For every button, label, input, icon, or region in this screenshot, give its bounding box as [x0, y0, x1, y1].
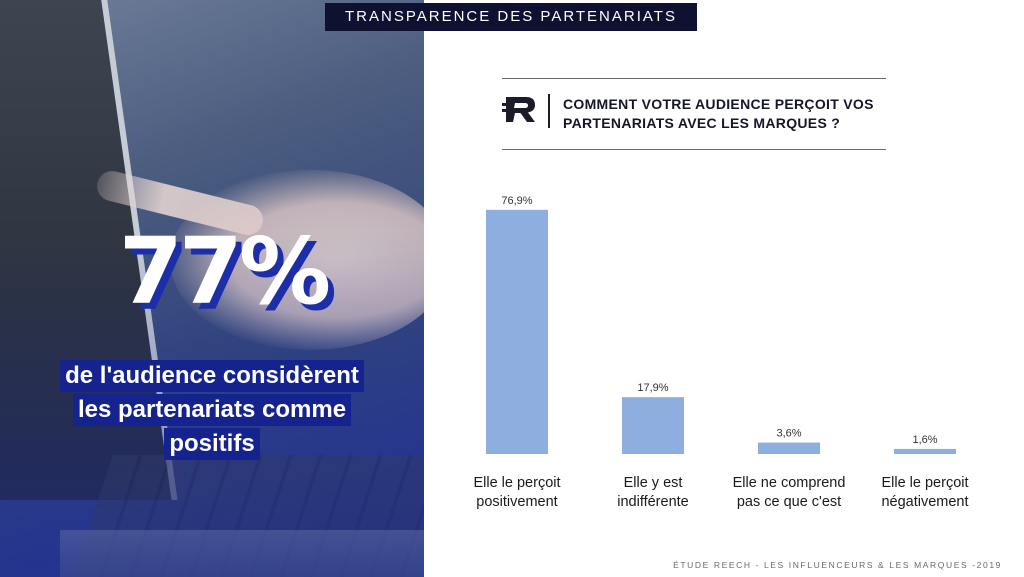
- blue-overlay: [0, 0, 424, 577]
- bar-2: [758, 442, 820, 454]
- category-label: Elle le perçoit: [881, 475, 968, 491]
- category-label: indifférente: [617, 494, 688, 510]
- question-top-divider: [502, 78, 886, 79]
- bar-value-label: 1,6%: [912, 434, 937, 446]
- section-title-banner: TRANSPARENCE DES PARTENARIATS: [325, 3, 697, 31]
- stat-caption-line: les partenariats comme: [72, 394, 352, 426]
- question-bottom-divider: [502, 149, 886, 150]
- category-label: Elle le perçoit: [473, 475, 560, 491]
- bar-3: [894, 448, 956, 454]
- category-label: négativement: [881, 494, 968, 510]
- stat-caption: de l'audience considèrent les partenaria…: [40, 360, 384, 462]
- category-label: Elle ne comprend: [733, 475, 846, 491]
- category-label: pas ce que c'est: [737, 494, 841, 510]
- category-label: Elle y est: [624, 475, 683, 491]
- big-stat-value: 77%: [118, 218, 331, 325]
- bar-1: [622, 397, 684, 454]
- category-label: positivement: [476, 494, 557, 510]
- chart-question-title: COMMENT VOTRE AUDIENCE PERÇOIT VOS PARTE…: [563, 96, 874, 131]
- footer-source: ÉTUDE REECH - LES INFLUENCEURS & LES MAR…: [673, 560, 1002, 570]
- reech-logo-icon: [502, 97, 535, 122]
- hero-photo-panel: 77% de l'audience considèrent les parten…: [0, 0, 424, 577]
- stat-caption-line: positifs: [164, 428, 260, 460]
- bar-value-label: 76,9%: [501, 195, 532, 207]
- logo-divider: [548, 94, 550, 128]
- bar-0: [486, 209, 548, 454]
- stat-caption-line: de l'audience considèrent: [60, 360, 364, 392]
- bar-value-label: 3,6%: [776, 428, 801, 440]
- bar-value-label: 17,9%: [637, 382, 668, 394]
